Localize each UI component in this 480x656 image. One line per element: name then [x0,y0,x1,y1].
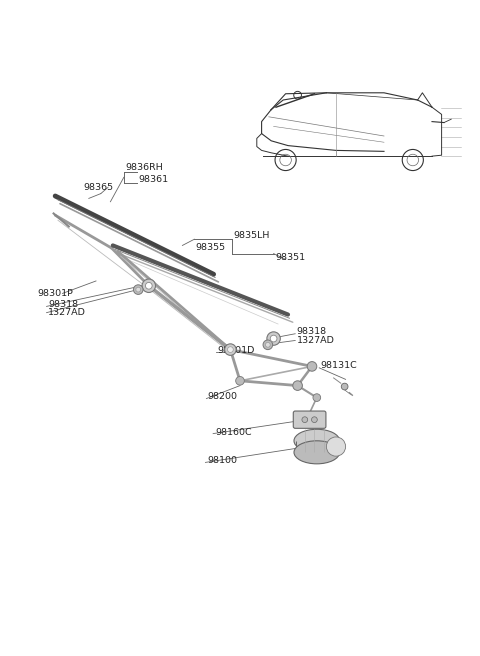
Text: 98318: 98318 [297,327,327,337]
Circle shape [228,347,233,352]
Text: 1327AD: 1327AD [48,308,86,317]
Circle shape [312,417,317,422]
Ellipse shape [294,441,340,464]
Circle shape [307,361,317,371]
Text: 98131C: 98131C [321,361,358,371]
Circle shape [225,344,236,356]
Circle shape [302,417,308,422]
Circle shape [267,332,280,345]
Circle shape [136,287,141,292]
Ellipse shape [326,437,346,456]
Circle shape [270,335,277,342]
Circle shape [263,340,273,350]
Text: 1327AD: 1327AD [297,336,335,345]
Text: 9835LH: 9835LH [234,232,270,240]
Circle shape [142,279,156,293]
Text: 98365: 98365 [84,183,114,192]
Circle shape [313,394,321,401]
Text: 98355: 98355 [196,243,226,253]
Circle shape [133,285,143,295]
Circle shape [341,383,348,390]
FancyBboxPatch shape [293,411,326,428]
Text: 98160C: 98160C [215,428,252,437]
Circle shape [265,342,270,347]
Text: 98351: 98351 [275,253,305,262]
Text: 98301P: 98301P [37,289,73,298]
Text: 98318: 98318 [48,300,78,310]
Text: 9836RH: 9836RH [126,163,164,172]
Ellipse shape [294,429,340,453]
Text: 98100: 98100 [207,456,237,465]
Circle shape [145,282,152,289]
Text: 98200: 98200 [207,392,237,401]
Circle shape [293,380,302,390]
Circle shape [236,377,244,385]
Text: 98301D: 98301D [217,346,254,355]
Text: 98361: 98361 [138,174,168,184]
